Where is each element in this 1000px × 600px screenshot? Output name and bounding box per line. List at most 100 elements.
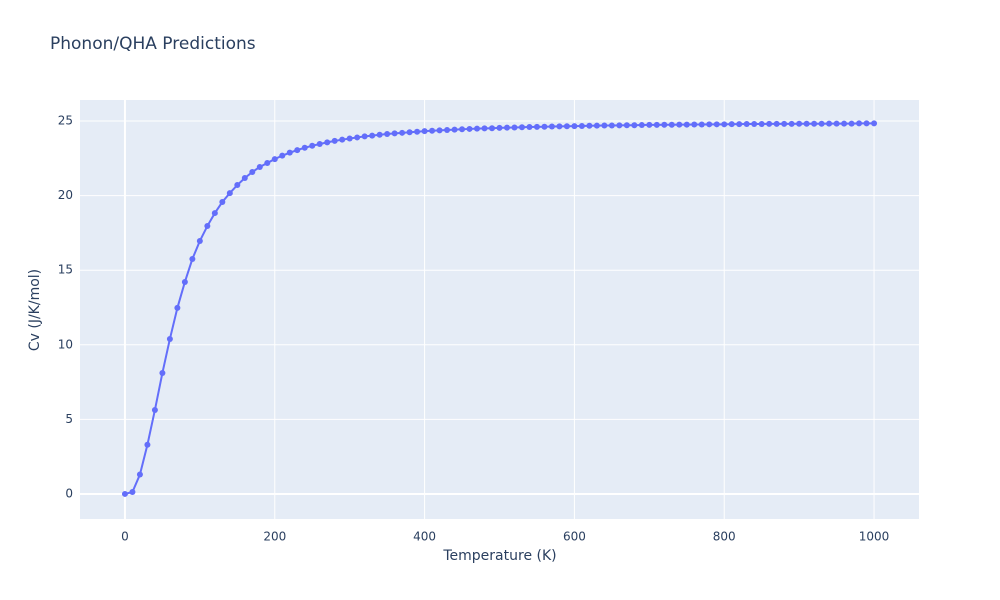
- data-point: [556, 123, 563, 130]
- data-point: [204, 223, 211, 230]
- data-point: [631, 122, 638, 129]
- data-point: [511, 124, 518, 131]
- data-point: [151, 406, 158, 413]
- data-point: [751, 121, 758, 128]
- data-point: [369, 132, 376, 139]
- data-point: [414, 128, 421, 135]
- data-point: [324, 139, 331, 146]
- data-point: [211, 210, 218, 217]
- data-point: [339, 136, 346, 143]
- data-point: [391, 130, 398, 137]
- data-point: [451, 126, 458, 133]
- data-point: [174, 304, 181, 311]
- x-tick-label: 0: [121, 530, 129, 544]
- data-point: [541, 123, 548, 130]
- data-point: [474, 125, 481, 132]
- data-point: [848, 120, 855, 127]
- data-point: [818, 120, 825, 127]
- y-tick-label: 0: [65, 486, 73, 500]
- data-point: [743, 121, 750, 128]
- data-point: [833, 120, 840, 127]
- data-point: [316, 141, 323, 148]
- data-point: [653, 121, 660, 128]
- data-point: [503, 124, 510, 131]
- data-point: [466, 125, 473, 132]
- data-point: [826, 120, 833, 127]
- data-point: [309, 142, 316, 149]
- data-point: [571, 123, 578, 130]
- data-point: [354, 134, 361, 141]
- data-point: [616, 122, 623, 129]
- data-point: [361, 133, 368, 140]
- data-point: [676, 121, 683, 128]
- data-point: [459, 126, 466, 133]
- data-point: [773, 120, 780, 127]
- data-point: [608, 122, 615, 129]
- data-point: [796, 120, 803, 127]
- data-point: [811, 120, 818, 127]
- data-point: [721, 121, 728, 128]
- data-point: [249, 169, 256, 176]
- data-point: [623, 122, 630, 129]
- data-point: [788, 120, 795, 127]
- x-tick-label: 400: [413, 530, 436, 544]
- data-point: [548, 123, 555, 130]
- data-point: [421, 128, 428, 135]
- data-point: [496, 124, 503, 131]
- data-point: [736, 121, 743, 128]
- data-point: [713, 121, 720, 128]
- data-point: [444, 126, 451, 133]
- data-point: [331, 137, 338, 144]
- data-point: [399, 129, 406, 136]
- data-point: [189, 256, 196, 263]
- data-point: [181, 278, 188, 285]
- data-point: [841, 120, 848, 127]
- data-point: [264, 159, 271, 166]
- data-point: [384, 131, 391, 138]
- data-point: [533, 123, 540, 130]
- y-tick-label: 15: [58, 263, 73, 277]
- data-point: [518, 124, 525, 131]
- data-point: [646, 121, 653, 128]
- data-point: [129, 489, 136, 496]
- data-point: [586, 122, 593, 129]
- data-point: [346, 135, 353, 142]
- plot-background: [80, 100, 919, 519]
- x-tick-label: 600: [563, 530, 586, 544]
- data-point: [691, 121, 698, 128]
- data-point: [256, 163, 263, 170]
- y-tick-label: 10: [58, 337, 73, 351]
- data-point: [758, 121, 765, 128]
- data-point: [271, 156, 278, 163]
- data-point: [144, 441, 151, 448]
- data-point: [578, 122, 585, 129]
- data-point: [219, 199, 226, 206]
- data-point: [166, 335, 173, 342]
- data-point: [481, 125, 488, 132]
- data-point: [279, 152, 286, 159]
- data-point: [871, 120, 878, 127]
- data-point: [601, 122, 608, 129]
- data-point: [226, 190, 233, 197]
- x-axis-title: Temperature (K): [442, 548, 556, 564]
- data-point: [781, 120, 788, 127]
- data-point: [728, 121, 735, 128]
- y-axis-title: Cv (J/K/mol): [27, 269, 43, 351]
- x-tick-label: 1000: [859, 530, 890, 544]
- data-point: [638, 122, 645, 129]
- y-tick-label: 20: [58, 188, 73, 202]
- data-point: [526, 123, 533, 130]
- data-point: [683, 121, 690, 128]
- x-tick-label: 200: [263, 530, 286, 544]
- data-point: [766, 120, 773, 127]
- data-point: [406, 129, 413, 136]
- data-point: [668, 121, 675, 128]
- data-point: [661, 121, 668, 128]
- data-point: [196, 237, 203, 244]
- data-point: [563, 123, 570, 130]
- y-tick-label: 5: [65, 412, 73, 426]
- data-point: [376, 131, 383, 138]
- data-point: [121, 490, 128, 497]
